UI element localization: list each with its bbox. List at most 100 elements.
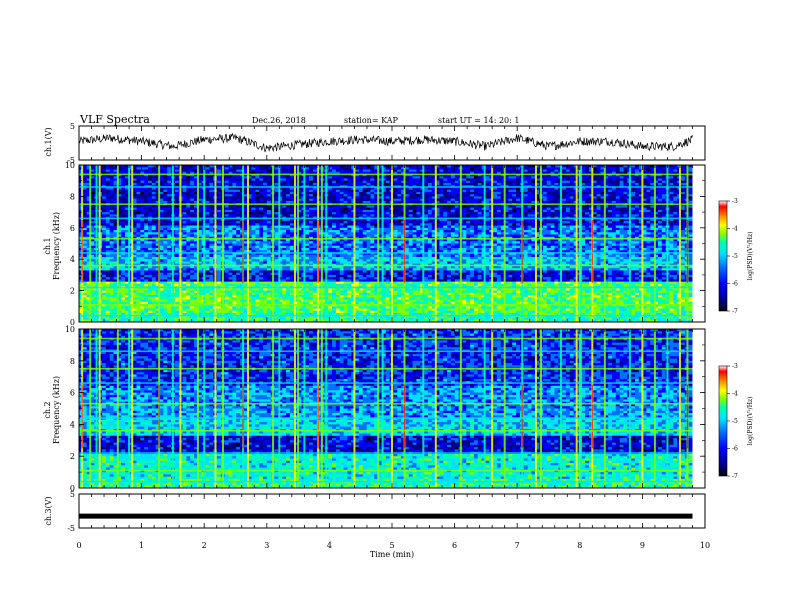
spec1-cell xyxy=(339,227,344,231)
spec1-cell xyxy=(105,182,110,186)
spec1-cell xyxy=(121,198,126,202)
spec1-cell xyxy=(596,165,601,168)
spec1-cell xyxy=(527,191,532,195)
spec1-cell xyxy=(550,223,555,226)
spec1-cell xyxy=(397,182,402,186)
spec1-cell xyxy=(623,189,628,193)
spec1-cell xyxy=(542,178,548,181)
spec1-cell xyxy=(151,230,156,233)
spec1-cell xyxy=(608,189,613,193)
spec1-cell xyxy=(335,173,341,177)
spec1-cell xyxy=(424,182,429,186)
spec1-cell xyxy=(174,196,179,199)
spec1-cell xyxy=(466,214,471,217)
spec1-cell xyxy=(623,178,628,181)
spec1-cell xyxy=(512,187,517,190)
spec1-cell xyxy=(485,165,490,168)
spec1-cell xyxy=(366,176,371,179)
spec1-cell xyxy=(608,225,613,229)
spec1-cell xyxy=(661,187,666,190)
spec1-cell xyxy=(378,227,383,231)
spec1-cell xyxy=(431,223,436,226)
spec1-cell xyxy=(140,227,145,231)
spec1-cell xyxy=(512,180,517,184)
spec1-cell xyxy=(286,167,291,170)
spec1-cell xyxy=(470,198,475,202)
spec1-cell xyxy=(416,221,421,224)
spec1-cell xyxy=(282,167,287,170)
spec1-cell xyxy=(485,167,490,170)
spec1-cell xyxy=(286,187,291,190)
spec1-cell xyxy=(385,178,390,181)
spec1-cell xyxy=(305,223,310,226)
spec1-cell xyxy=(615,205,620,208)
spec1-cell xyxy=(144,187,149,190)
spec1-cell xyxy=(650,214,655,217)
spec1-cell xyxy=(397,221,402,224)
spec1-cell xyxy=(596,205,601,208)
spec1-cell xyxy=(132,169,137,173)
spec1-cell xyxy=(527,169,532,173)
spec1-cell xyxy=(408,200,413,204)
spec1-cell xyxy=(585,167,590,170)
spec1-cell xyxy=(163,214,168,217)
spec1-cell xyxy=(343,207,348,211)
spec1-cell xyxy=(661,182,666,186)
spec1-cell xyxy=(224,173,229,177)
spec1-cell xyxy=(259,218,264,222)
spec1-cell xyxy=(282,230,287,233)
spec1-cell xyxy=(190,165,195,168)
spec1-cell xyxy=(305,200,310,204)
spec1-cell xyxy=(190,178,195,181)
spec1-cell xyxy=(393,230,398,233)
spec1-cell xyxy=(148,225,153,229)
spec1-cell xyxy=(427,187,433,190)
spec1-cell xyxy=(401,218,406,222)
spec1-cell xyxy=(278,198,283,202)
spec1-cell xyxy=(121,178,126,181)
spec1-cell xyxy=(232,167,237,170)
spec1-cell xyxy=(105,209,110,213)
spec1-cell xyxy=(182,214,187,217)
spec1-cell xyxy=(82,218,87,222)
spec1-cell xyxy=(642,173,647,177)
spec1-cell xyxy=(381,223,387,226)
spec1-cell xyxy=(466,200,471,204)
spec1-cell xyxy=(347,227,352,231)
spec1-cell xyxy=(159,196,164,199)
spec1-cell xyxy=(297,209,302,213)
spec1-cell xyxy=(79,182,84,186)
spec1-cell xyxy=(370,221,375,224)
spec1-cell xyxy=(673,227,678,231)
spec1-cell xyxy=(343,194,348,197)
spec1-cell xyxy=(148,232,153,235)
spec1-cell xyxy=(611,171,617,175)
spec1-cell xyxy=(496,178,502,181)
spec1-cell xyxy=(174,176,179,179)
spec1-cell xyxy=(339,221,344,224)
spec1-cell xyxy=(611,223,617,226)
spec1-cell xyxy=(232,187,237,190)
spec1-cell xyxy=(121,212,126,215)
spec1-cell xyxy=(247,194,252,197)
spec1-cell xyxy=(585,165,590,168)
spec1-cell xyxy=(309,182,314,186)
spec1-cell xyxy=(592,198,597,202)
spec1-cell xyxy=(588,180,594,184)
spec1-cell xyxy=(673,191,678,195)
spec1-cell xyxy=(378,180,383,184)
spec1-cell xyxy=(197,214,202,217)
spec1-cell xyxy=(140,221,145,224)
spec1-cell xyxy=(623,218,628,222)
spec1-cell xyxy=(508,165,513,168)
spec1-cell xyxy=(531,223,536,226)
spec1-cell xyxy=(140,187,145,190)
spec1-cell xyxy=(619,207,624,211)
spec1-cell xyxy=(79,180,84,184)
spec1-cell xyxy=(347,200,352,204)
spec1-cell xyxy=(485,207,490,211)
spec1-cell xyxy=(358,167,364,170)
spec1-cell xyxy=(332,225,337,229)
spec1-cell xyxy=(79,207,84,211)
spec1-cell xyxy=(542,167,548,170)
